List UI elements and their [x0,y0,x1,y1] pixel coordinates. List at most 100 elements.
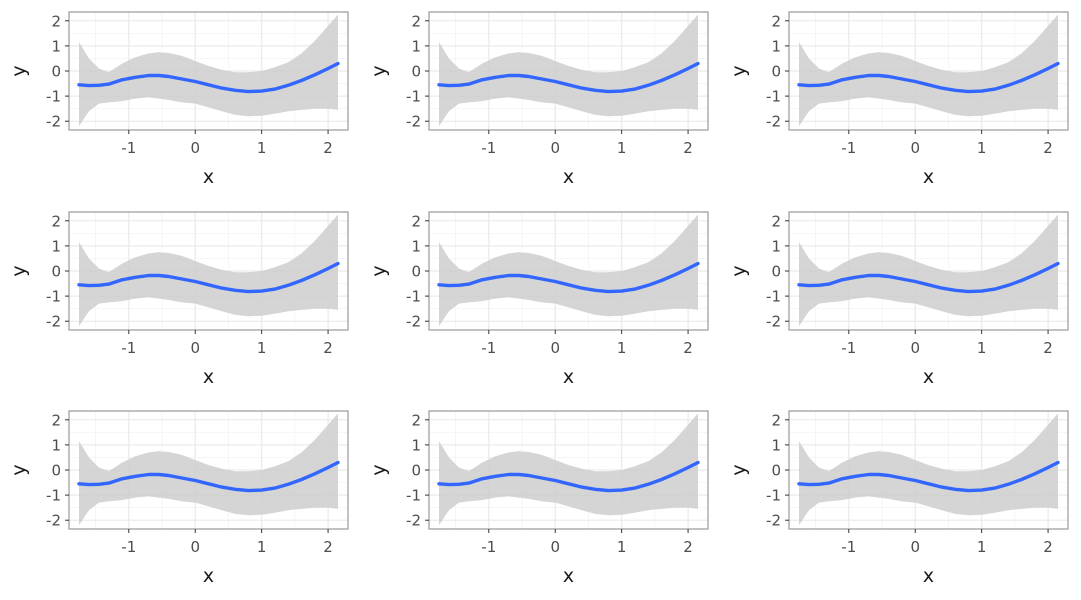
panel-5: -1 0 1 2 -2 -1 0 1 2 x y [368,211,709,388]
y-tick-label: 0 [411,63,421,81]
y-tick-label: 2 [411,411,421,429]
x-tick-label: -1 [481,538,496,556]
confidence-band [79,14,338,127]
y-tick-label: -2 [406,313,421,331]
y-tick-label: 1 [771,436,781,454]
y-tick-label: -1 [766,487,781,505]
y-axis-title: y [728,65,750,76]
x-axis-title: x [563,166,574,188]
x-tick-label: -1 [841,538,856,556]
smooth-line [77,460,340,493]
x-tick-label: 1 [977,538,987,556]
x-axis-title: x [563,366,574,388]
x-axis-title: x [203,166,214,188]
y-tick-label: -1 [766,88,781,106]
x-tick-label: -1 [121,139,136,157]
smooth-line [437,261,700,294]
confidence-band [799,14,1058,127]
x-tick-label: 0 [550,339,560,357]
x-tick-label: 2 [683,339,693,357]
confidence-band [79,413,338,526]
y-tick-label: -1 [46,288,61,306]
confidence-band [439,413,698,526]
confidence-band [799,413,1058,526]
y-axis-title: y [8,265,30,276]
x-axis-title: x [923,565,934,587]
smooth-line [437,61,700,94]
y-tick-label: 1 [411,37,421,55]
y-tick-label: -1 [406,487,421,505]
y-tick-label: 1 [51,237,61,255]
y-tick-label: 1 [51,37,61,55]
y-tick-label: 2 [51,212,61,230]
x-tick-label: 1 [617,139,627,157]
x-tick-label: -1 [481,139,496,157]
y-tick-label: 2 [411,212,421,230]
y-tick-label: 0 [771,263,781,281]
x-tick-label: 0 [190,339,200,357]
panel-2: -1 0 1 2 -2 -1 0 1 2 x y [368,11,709,188]
y-tick-label: 2 [51,12,61,30]
x-tick-label: 1 [257,339,267,357]
y-tick-label: -1 [766,288,781,306]
confidence-band [79,214,338,327]
x-tick-label: 2 [323,139,333,157]
y-tick-label: 2 [771,212,781,230]
panel-3: -1 0 1 2 -2 -1 0 1 2 x y [728,11,1069,188]
y-tick-label: 0 [411,462,421,480]
x-tick-label: -1 [481,339,496,357]
x-tick-label: -1 [121,339,136,357]
y-axis-title: y [8,65,30,76]
y-tick-label: -1 [406,288,421,306]
y-tick-label: 0 [771,462,781,480]
smooth-line [77,261,340,294]
y-tick-label: -2 [406,113,421,131]
y-tick-label: 0 [51,63,61,81]
y-tick-label: 0 [51,263,61,281]
y-tick-label: 0 [771,63,781,81]
y-tick-label: -2 [766,512,781,530]
x-axis-title: x [203,366,214,388]
x-axis-title: x [923,366,934,388]
panel-4: -1 0 1 2 -2 -1 0 1 2 x y [8,211,349,388]
y-tick-label: 1 [411,237,421,255]
y-tick-label: 0 [51,462,61,480]
y-tick-label: -2 [46,313,61,331]
y-tick-label: 1 [771,37,781,55]
x-tick-label: 1 [977,139,987,157]
panel-9: -1 0 1 2 -2 -1 0 1 2 x y [728,410,1069,587]
x-tick-label: -1 [841,139,856,157]
y-tick-label: 2 [771,12,781,30]
x-tick-label: 1 [977,339,987,357]
x-tick-label: 2 [1043,538,1053,556]
y-tick-label: 1 [51,436,61,454]
x-axis-title: x [203,565,214,587]
y-tick-label: -1 [46,88,61,106]
x-tick-label: 2 [683,538,693,556]
x-tick-label: 0 [190,538,200,556]
y-tick-label: -2 [766,313,781,331]
y-axis-title: y [368,464,390,475]
smooth-line [77,61,340,94]
x-tick-label: 0 [910,139,920,157]
x-tick-label: 2 [1043,139,1053,157]
x-axis-title: x [563,565,574,587]
x-tick-label: 0 [910,339,920,357]
y-tick-label: -2 [46,512,61,530]
confidence-band [799,214,1058,327]
x-tick-label: -1 [841,339,856,357]
panel-1: -1 0 1 2 -2 -1 0 1 2 x y [8,11,349,188]
y-tick-label: -1 [46,487,61,505]
smooth-line [797,460,1060,493]
panel-8: -1 0 1 2 -2 -1 0 1 2 x y [368,410,709,587]
y-tick-label: 2 [411,12,421,30]
y-axis-title: y [368,65,390,76]
x-axis-title: x [923,166,934,188]
y-tick-label: 2 [771,411,781,429]
panel-6: -1 0 1 2 -2 -1 0 1 2 x y [728,211,1069,388]
y-tick-label: -2 [46,113,61,131]
smooth-line [797,61,1060,94]
y-tick-label: -2 [406,512,421,530]
panel-7: -1 0 1 2 -2 -1 0 1 2 x y [8,410,349,587]
